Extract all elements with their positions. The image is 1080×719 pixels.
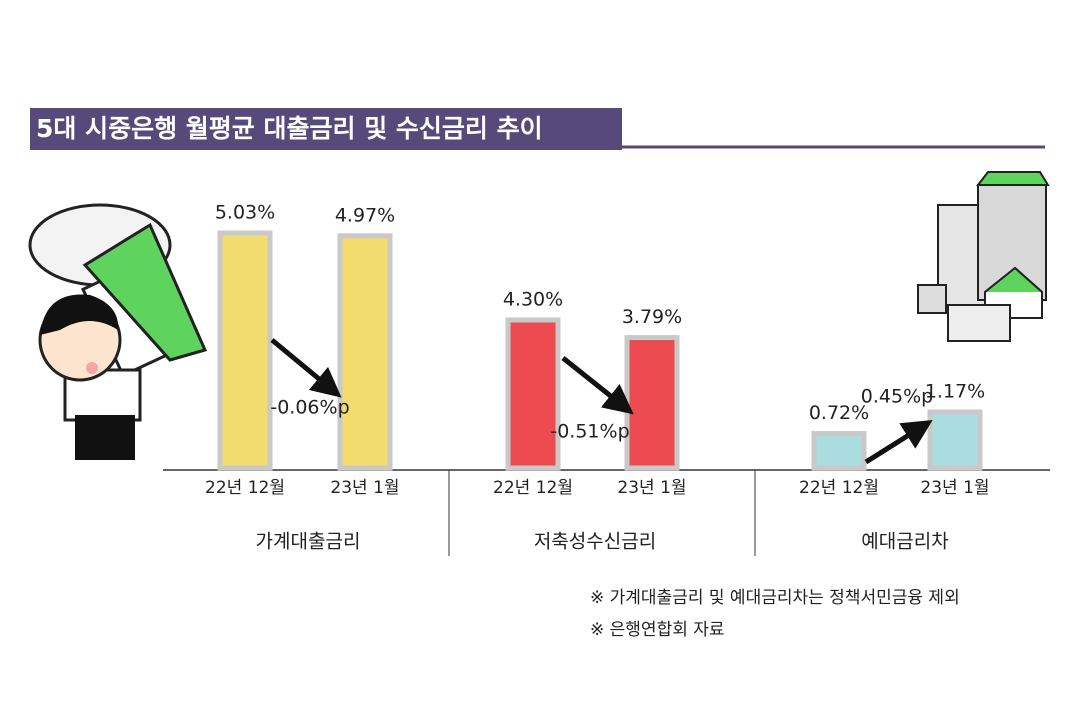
value-label: 4.30% — [503, 289, 563, 311]
change-annotation: -0.06%p — [270, 397, 349, 419]
bar — [505, 317, 561, 471]
x-tick-label: 23년 1월 — [330, 478, 399, 498]
value-label: 5.03% — [215, 202, 275, 224]
x-tick-label: 22년 12월 — [205, 478, 285, 498]
bar — [624, 335, 680, 471]
trend-arrow — [561, 356, 634, 415]
bar — [217, 230, 273, 471]
value-label: 3.79% — [622, 306, 682, 328]
bar — [337, 233, 393, 471]
value-label: 0.72% — [809, 402, 869, 424]
bar — [811, 431, 867, 471]
group-label: 예대금리차 — [861, 531, 948, 553]
x-tick-label: 22년 12월 — [493, 478, 573, 498]
x-tick-label: 23년 1월 — [920, 478, 989, 498]
change-annotation: -0.51%p — [550, 421, 629, 443]
illustration-buildings — [917, 171, 1050, 342]
x-tick-label: 22년 12월 — [799, 478, 879, 498]
change-annotation: 0.45%p — [861, 386, 933, 408]
group-label: 가계대출금리 — [256, 531, 361, 553]
x-tick-label: 23년 1월 — [617, 478, 686, 498]
value-label: 4.97% — [335, 204, 395, 226]
illustration-man — [28, 203, 208, 460]
group-label: 저축성수신금리 — [534, 531, 656, 553]
trend-arrow — [864, 420, 933, 465]
footnote: ※ 가계대출금리 및 예대금리차는 정책서민금융 제외 — [590, 588, 960, 608]
title-band — [30, 108, 622, 150]
footnote: ※ 은행연합회 자료 — [590, 620, 725, 640]
chart-title: 5대 시중은행 월평균 대출금리 및 수신금리 추이 — [36, 114, 543, 143]
bar — [927, 409, 983, 471]
trend-arrow — [270, 338, 342, 398]
value-label: 1.17% — [925, 381, 985, 403]
